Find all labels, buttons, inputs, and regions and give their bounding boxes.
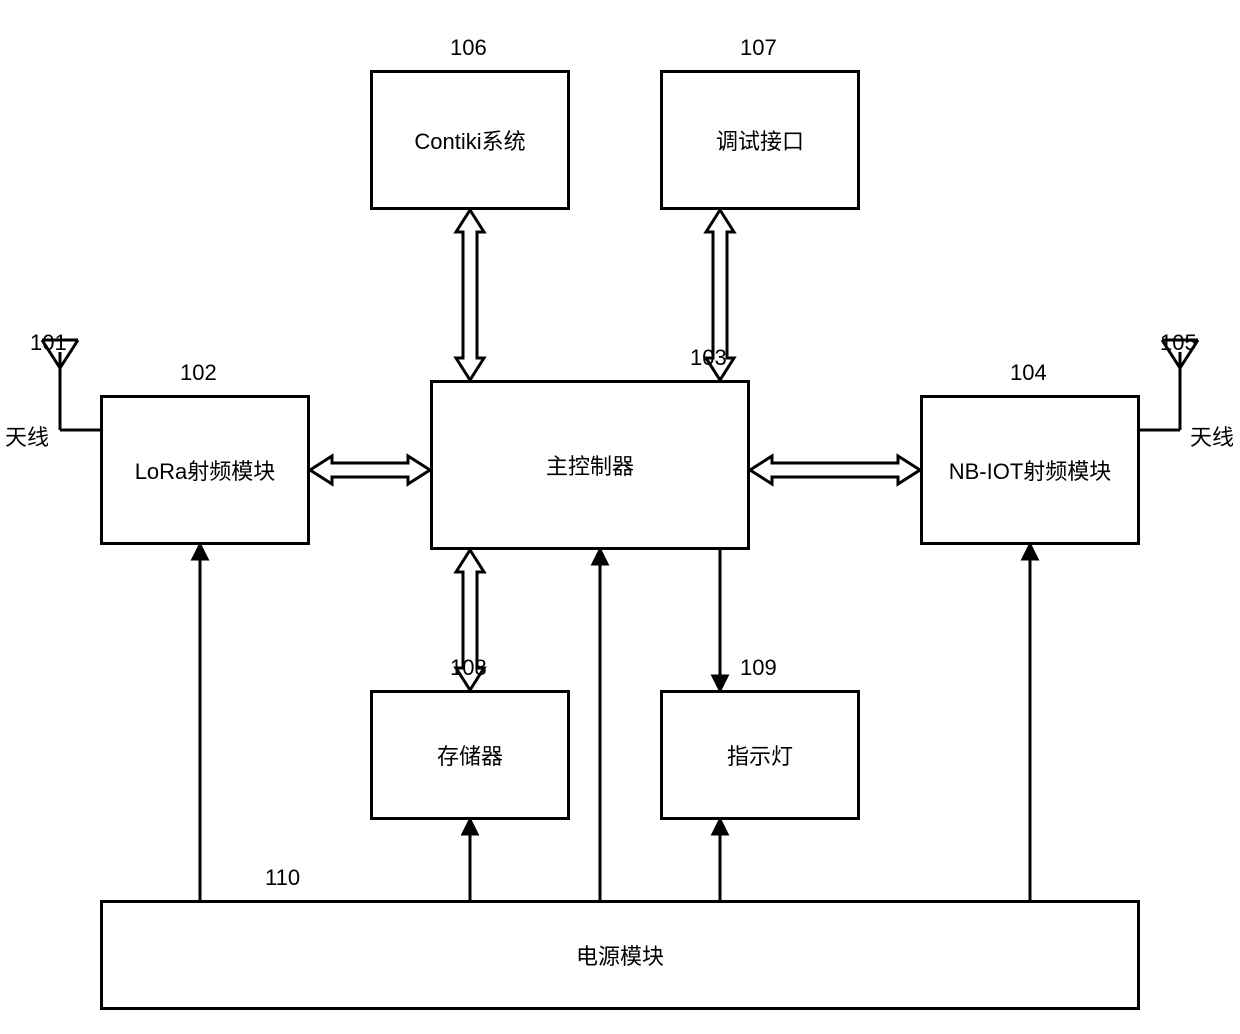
block-b108: 存储器	[370, 690, 570, 820]
block-number: 106	[450, 35, 487, 61]
block-label: 指示灯	[727, 739, 793, 771]
block-number: 109	[740, 655, 777, 681]
antenna-number: 101	[30, 330, 67, 356]
block-number: 107	[740, 35, 777, 61]
block-label: 存储器	[437, 739, 503, 771]
block-label: Contiki系统	[414, 124, 525, 156]
block-b109: 指示灯	[660, 690, 860, 820]
block-number: 108	[450, 655, 487, 681]
antenna-label: 天线	[1190, 420, 1234, 452]
block-number: 102	[180, 360, 217, 386]
block-b104: NB-IOT射频模块	[920, 395, 1140, 545]
block-label: LoRa射频模块	[135, 454, 276, 486]
block-b103: 主控制器	[430, 380, 750, 550]
block-number: 104	[1010, 360, 1047, 386]
block-b102: LoRa射频模块	[100, 395, 310, 545]
block-b110: 电源模块	[100, 900, 1140, 1010]
antenna-label: 天线	[5, 420, 49, 452]
block-b107: 调试接口	[660, 70, 860, 210]
antenna-number: 105	[1160, 330, 1197, 356]
block-number: 103	[690, 345, 727, 371]
block-b106: Contiki系统	[370, 70, 570, 210]
block-label: 主控制器	[546, 449, 634, 481]
block-label: 调试接口	[716, 124, 804, 156]
block-number: 110	[265, 865, 300, 891]
block-label: 电源模块	[576, 939, 664, 971]
block-label: NB-IOT射频模块	[949, 454, 1112, 486]
